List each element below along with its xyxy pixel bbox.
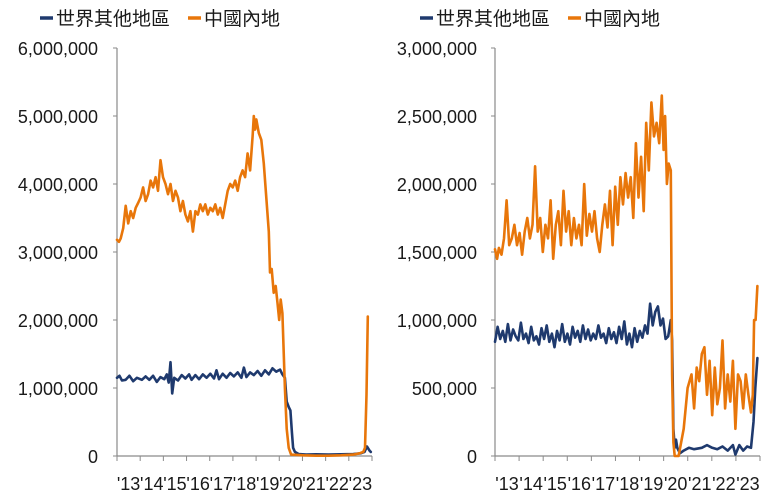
x-tick-label: '17: [210, 474, 233, 494]
x-tick-label: '15: [543, 474, 566, 494]
x-tick-label: '23: [736, 474, 759, 494]
y-tick-label: 1,000,000: [18, 379, 98, 399]
x-tick-label: '19: [256, 474, 279, 494]
y-tick-label: 2,000,000: [397, 175, 477, 195]
x-tick-label: '15: [163, 474, 186, 494]
x-tick-label: '22: [325, 474, 348, 494]
x-tick-label: '19: [640, 474, 663, 494]
x-tick-label: '18: [616, 474, 639, 494]
x-tick-label: '13: [117, 474, 140, 494]
chart-right: 3,000,000 2,500,000 2,000,000 1,500,000 1,00…: [397, 8, 761, 494]
y-tick-label: 4,000,000: [18, 175, 98, 195]
legend-label: 世界其他地區: [436, 8, 550, 30]
legend-label: 中國內地: [204, 8, 280, 30]
y-tick-label: 1,000,000: [397, 311, 477, 331]
x-tick-label: '21: [688, 474, 711, 494]
series-line-mainland-china: [493, 94, 759, 458]
series-line-rest-of-world: [115, 360, 373, 456]
legend-label: 世界其他地區: [56, 8, 170, 30]
legend: 世界其他地區 中國內地: [40, 8, 280, 30]
x-tick-label: '17: [592, 474, 615, 494]
x-tick-label: '20: [279, 474, 302, 494]
x-tick-label: '22: [712, 474, 735, 494]
legend: 世界其他地區 中國內地: [420, 8, 660, 30]
x-tick-label: '14: [140, 474, 163, 494]
x-tick-label: '18: [233, 474, 256, 494]
y-tick-label: 3,000,000: [18, 243, 98, 263]
y-tick-label: 0: [88, 447, 98, 467]
y-tick-label: 2,000,000: [18, 311, 98, 331]
legend-label: 中國內地: [584, 8, 660, 30]
series-line-mainland-china: [115, 114, 370, 457]
x-tick-label: '20: [664, 474, 687, 494]
x-tick-label: '16: [186, 474, 209, 494]
y-tick-label: 3,000,000: [397, 39, 477, 59]
x-tick-label: '13: [495, 474, 518, 494]
x-tick-label: '14: [519, 474, 542, 494]
x-tick-label: '16: [568, 474, 591, 494]
y-tick-label: 2,500,000: [397, 107, 477, 127]
y-tick-label: 6,000,000: [18, 39, 98, 59]
y-tick-label: 1,500,000: [397, 243, 477, 263]
x-tick-label: '23: [349, 474, 372, 494]
y-tick-label: 500,000: [412, 379, 477, 399]
y-tick-label: 5,000,000: [18, 107, 98, 127]
y-tick-label: 0: [467, 447, 477, 467]
series-line-rest-of-world: [493, 302, 759, 456]
x-tick-label: '21: [302, 474, 325, 494]
chart-left: 6,000,000 5,000,000 4,000,000 3,000,000 2,00…: [18, 8, 373, 494]
